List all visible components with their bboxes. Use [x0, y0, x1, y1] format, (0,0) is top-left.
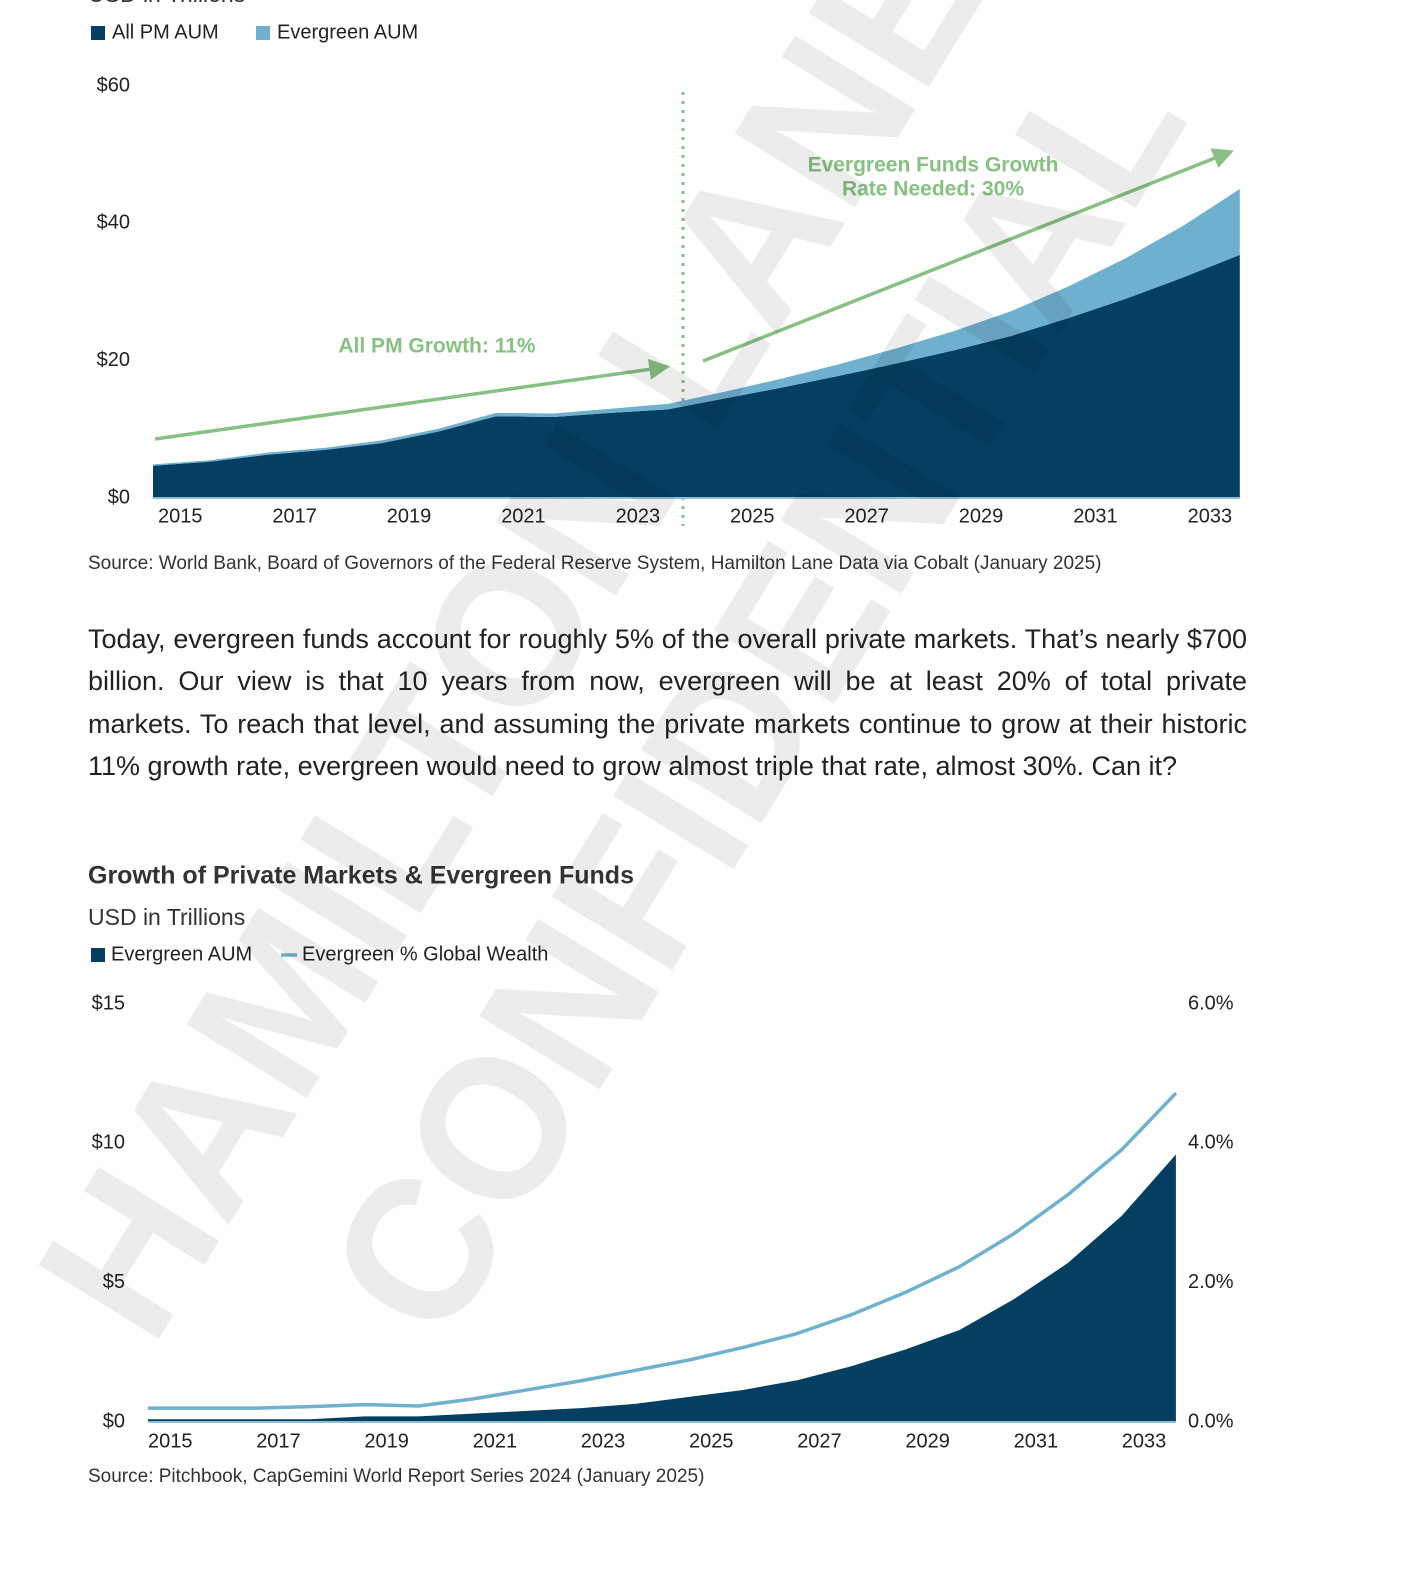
y-tick-label: $10 — [92, 1132, 125, 1154]
x-tick-label: 2031 — [1073, 505, 1118, 527]
legend-swatch — [91, 948, 105, 962]
growth-arrow — [702, 148, 1234, 363]
x-tick-label: 2021 — [473, 1430, 517, 1452]
y-tick-label: $0 — [103, 1410, 125, 1432]
y-tick-label: $15 — [92, 992, 125, 1014]
y-tick-label: $5 — [103, 1271, 125, 1293]
x-tick-label: 2015 — [148, 1430, 193, 1452]
x-tick-label: 2029 — [905, 1430, 950, 1452]
x-tick-label: 2029 — [959, 505, 1004, 527]
x-tick-label: 2019 — [364, 1430, 409, 1452]
y-tick-label: $40 — [97, 212, 130, 234]
paragraph: Today, evergreen funds account for rough… — [88, 624, 1247, 781]
x-tick-label: 2033 — [1188, 505, 1233, 527]
area-series — [153, 254, 1240, 498]
legend-label: All PM AUM — [112, 21, 219, 43]
x-tick-label: 2017 — [256, 1430, 301, 1452]
area-series — [153, 189, 1240, 466]
legend-swatch — [91, 26, 105, 40]
y-tick-label: $0 — [108, 486, 130, 508]
x-tick-label: 2023 — [616, 505, 661, 527]
source-note: Source: Pitchbook, CapGemini World Repor… — [88, 1466, 704, 1487]
growth-arrow — [154, 358, 671, 441]
x-tick-label: 2033 — [1122, 1430, 1167, 1452]
y-tick-label: $20 — [97, 349, 130, 371]
legend-label: Evergreen AUM — [277, 21, 418, 43]
annotation: All PM Growth: 11% — [338, 335, 536, 358]
x-tick-label: 2025 — [689, 1430, 734, 1452]
y2-tick-label: 4.0% — [1188, 1132, 1234, 1154]
legend-label: Evergreen % Global Wealth — [302, 943, 548, 965]
y2-tick-label: 0.0% — [1188, 1410, 1234, 1432]
x-tick-label: 2027 — [797, 1430, 842, 1452]
annotation: Rate Needed: 30% — [842, 178, 1024, 201]
y-tick-label: $60 — [97, 74, 130, 96]
area-series — [148, 1154, 1176, 1422]
x-tick-label: 2027 — [844, 505, 889, 527]
x-tick-label: 2019 — [387, 505, 432, 527]
annotation: Evergreen Funds Growth — [808, 154, 1059, 177]
x-tick-label: 2031 — [1014, 1430, 1059, 1452]
legend-label: Evergreen AUM — [111, 943, 252, 965]
y2-tick-label: 6.0% — [1188, 992, 1234, 1014]
x-tick-label: 2017 — [272, 505, 317, 527]
x-tick-label: 2025 — [730, 505, 775, 527]
chart-title: Growth of Private Markets & Evergreen Fu… — [88, 862, 634, 890]
x-tick-label: 2021 — [501, 505, 546, 527]
source-note: Source: World Bank, Board of Governors o… — [88, 553, 1101, 574]
legend-swatch — [256, 26, 270, 40]
line-series — [148, 1091, 1178, 1410]
x-tick-label: 2015 — [158, 505, 203, 527]
chart-subtitle: USD in Trillions — [88, 904, 245, 930]
chart-subtitle: USD in Trillions — [88, 0, 245, 7]
x-tick-label: 2023 — [581, 1430, 626, 1452]
y2-tick-label: 2.0% — [1188, 1271, 1234, 1293]
